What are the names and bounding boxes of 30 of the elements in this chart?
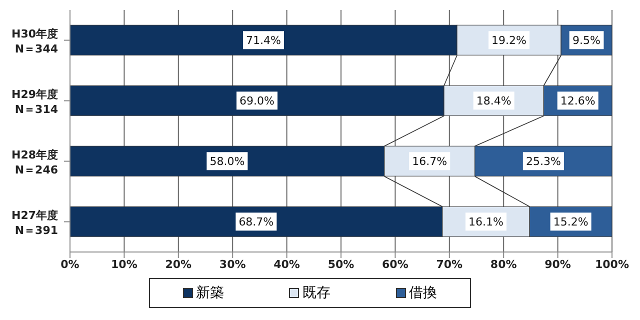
data-label: 9.5% (572, 34, 601, 48)
y-tick-label: H28年度 N＝246 (11, 148, 58, 176)
x-tick-label: 90% (544, 258, 571, 271)
y-tick-label: H27年度 N＝391 (11, 208, 58, 237)
data-label: 16.7% (412, 155, 448, 168)
legend-label: 既存 (301, 284, 330, 302)
x-tick-label: 30% (219, 258, 246, 271)
data-label: 68.7% (238, 216, 274, 229)
data-label: 18.4% (476, 94, 512, 108)
data-label: 16.1% (468, 216, 504, 229)
data-label: 58.0% (210, 155, 245, 168)
y-tick-label: H30年度 N＝344 (11, 27, 58, 56)
legend-label: 借換 (408, 284, 438, 302)
y-tick-label: H29年度 N＝314 (11, 88, 58, 116)
data-label: 25.3% (526, 155, 561, 168)
legend-label: 新築 (194, 284, 224, 302)
x-tick-label: 50% (328, 258, 354, 271)
x-tick-label: 100% (595, 258, 629, 271)
x-tick-label: 70% (436, 258, 463, 271)
x-tick-label: 60% (382, 258, 408, 271)
data-label: 15.2% (553, 216, 588, 229)
x-tick-label: 80% (490, 258, 517, 271)
data-label: 12.6% (560, 94, 596, 108)
data-label: 19.2% (492, 34, 526, 48)
x-tick-label: 40% (274, 258, 300, 271)
data-label: 69.0% (240, 94, 274, 108)
x-tick-label: 0% (60, 258, 80, 271)
x-tick-label: 10% (111, 258, 138, 271)
x-tick-label: 20% (165, 258, 192, 271)
data-label: 71.4% (246, 34, 281, 48)
